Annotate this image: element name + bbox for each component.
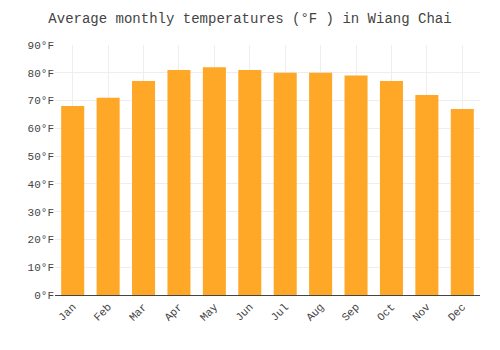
svg-text:Jul: Jul: [269, 301, 291, 323]
svg-text:Oct: Oct: [375, 301, 397, 323]
svg-text:Aug: Aug: [304, 301, 326, 323]
svg-text:Mar: Mar: [127, 301, 149, 323]
svg-text:30°F: 30°F: [28, 207, 54, 219]
svg-text:May: May: [198, 301, 221, 324]
svg-text:20°F: 20°F: [28, 234, 54, 246]
svg-text:Sep: Sep: [340, 301, 362, 323]
svg-text:40°F: 40°F: [28, 179, 54, 191]
svg-text:70°F: 70°F: [28, 95, 54, 107]
svg-text:Dec: Dec: [446, 301, 468, 323]
svg-text:50°F: 50°F: [28, 151, 54, 163]
svg-text:Jan: Jan: [56, 301, 78, 323]
svg-text:10°F: 10°F: [28, 262, 54, 274]
svg-text:0°F: 0°F: [34, 290, 54, 302]
svg-text:80°F: 80°F: [28, 68, 54, 80]
svg-text:90°F: 90°F: [28, 40, 54, 52]
svg-text:Jun: Jun: [233, 301, 255, 323]
svg-text:60°F: 60°F: [28, 123, 54, 135]
svg-text:Nov: Nov: [410, 301, 433, 324]
svg-text:Average monthly temperatures (: Average monthly temperatures (°F ) in Wi…: [48, 11, 451, 27]
svg-text:Apr: Apr: [162, 301, 184, 323]
svg-text:Feb: Feb: [92, 301, 114, 323]
